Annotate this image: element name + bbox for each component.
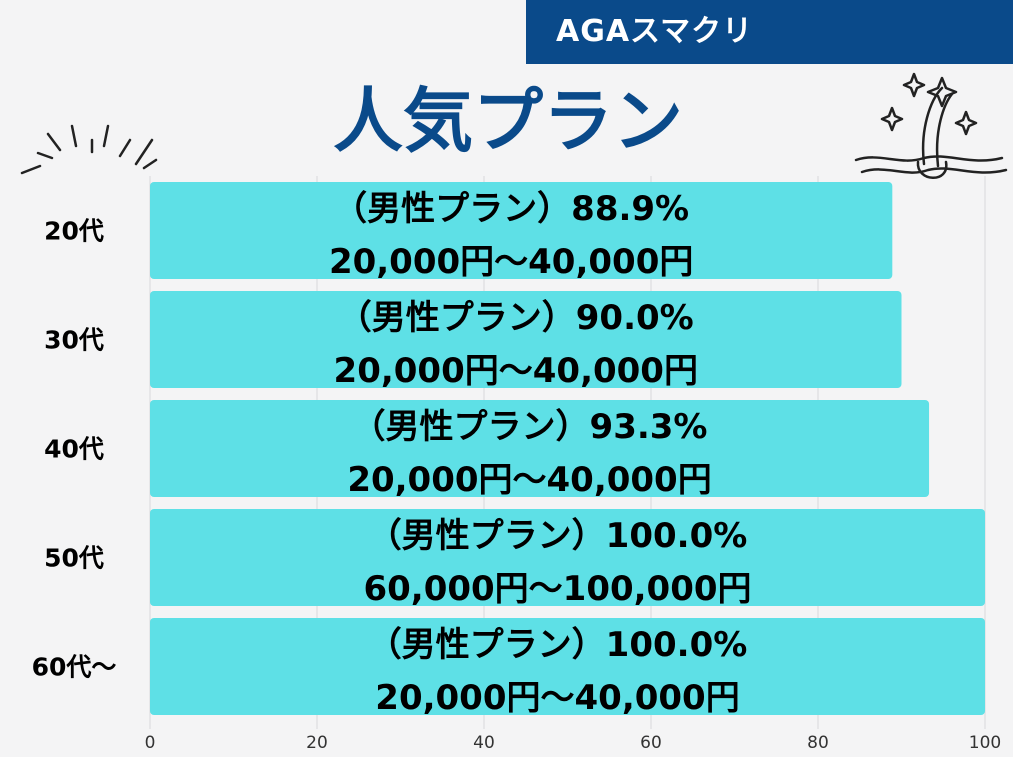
category-label: 20代 xyxy=(44,217,104,246)
x-tick-label: 40 xyxy=(473,733,495,753)
bar-label-plan: （男性プラン）90.0% xyxy=(338,298,694,338)
chart-title: 人気プラン xyxy=(333,80,683,162)
bar-label-price: 20,000円〜40,000円 xyxy=(329,242,693,282)
bar xyxy=(150,618,985,715)
bar xyxy=(150,182,893,279)
category-label: 50代 xyxy=(44,544,104,573)
hair-sparkle-icon xyxy=(854,72,1008,179)
x-tick-label: 80 xyxy=(807,733,829,753)
bar xyxy=(150,509,985,606)
bar-label-price: 20,000円〜40,000円 xyxy=(334,351,698,391)
bar xyxy=(150,400,930,497)
brand-name: AGAスマクリ xyxy=(556,14,754,49)
bar-label-price: 60,000円〜100,000円 xyxy=(363,569,751,609)
bar xyxy=(150,291,902,388)
category-label: 60代〜 xyxy=(32,653,117,682)
burst-decoration-icon xyxy=(20,124,158,175)
bar-label-plan: （男性プラン）88.9% xyxy=(333,189,689,229)
category-label: 40代 xyxy=(44,435,104,464)
x-tick-label: 60 xyxy=(640,733,662,753)
bar-label-price: 20,000円〜40,000円 xyxy=(375,678,739,718)
x-tick-label: 0 xyxy=(145,733,156,753)
category-label: 30代 xyxy=(44,326,104,355)
bar-label-plan: （男性プラン）100.0% xyxy=(368,625,748,665)
bar-label-price: 20,000円〜40,000円 xyxy=(347,460,711,500)
brand-banner: AGAスマクリ xyxy=(526,0,1013,64)
x-tick-label: 20 xyxy=(306,733,328,753)
bar-label-plan: （男性プラン）93.3% xyxy=(352,407,708,447)
bar-label-plan: （男性プラン）100.0% xyxy=(368,516,748,556)
x-tick-label: 100 xyxy=(969,733,1001,753)
